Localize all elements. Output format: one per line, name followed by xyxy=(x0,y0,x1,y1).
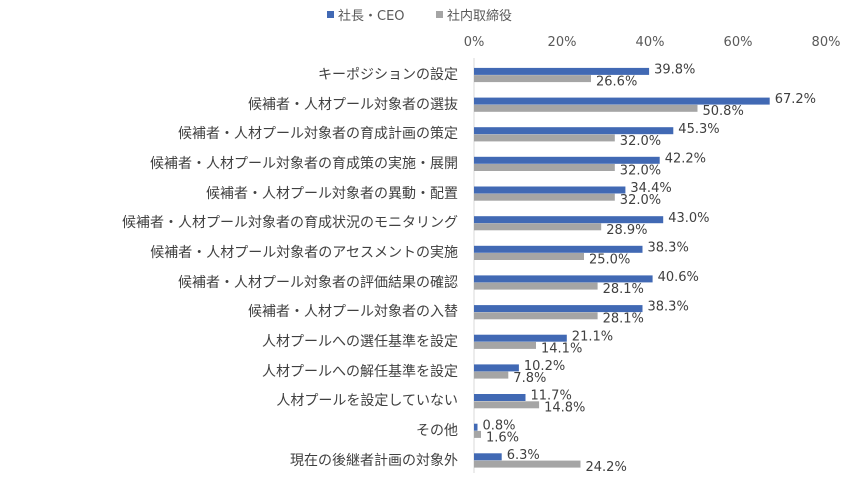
x-axis: 0% 20% 40% 60% 80% xyxy=(464,35,841,50)
data-label-director: 7.8% xyxy=(513,371,546,386)
data-label-ceo: 45.3% xyxy=(678,122,719,137)
bar-ceo xyxy=(474,156,660,164)
bar-director xyxy=(474,341,536,349)
bar-ceo xyxy=(474,305,643,313)
bar-ceo xyxy=(474,275,653,283)
bar-director xyxy=(474,104,698,112)
category-label: 候補者・人材プール対象者の育成状況のモニタリング xyxy=(122,215,458,231)
category-labels: キーポジションの設定 候補者・人材プール対象者の選抜 候補者・人材プール対象者の… xyxy=(122,67,458,469)
bar-ceo xyxy=(474,216,664,224)
data-label-director: 26.6% xyxy=(596,75,637,90)
bar-director xyxy=(474,134,615,142)
data-label-ceo: 42.2% xyxy=(665,151,706,166)
bar-director xyxy=(474,75,591,83)
category-label: 人材プールへの解任基準を設定 xyxy=(262,363,458,380)
data-label-ceo: 0.8% xyxy=(483,418,516,433)
data-label-director: 24.2% xyxy=(586,460,627,475)
x-tick-label: 20% xyxy=(548,35,577,50)
x-tick-label: 60% xyxy=(724,35,753,50)
data-label-ceo: 38.3% xyxy=(648,240,689,255)
data-label-ceo: 67.2% xyxy=(775,92,816,107)
legend-label-ceo: 社長・CEO xyxy=(338,8,405,24)
data-label-director: 32.0% xyxy=(620,134,661,149)
x-tick-label: 0% xyxy=(464,35,485,50)
legend-swatch-director xyxy=(436,11,443,18)
bar-director xyxy=(474,282,598,290)
bar-ceo xyxy=(474,453,502,461)
data-label-director: 25.0% xyxy=(589,252,630,267)
data-label-ceo: 40.6% xyxy=(658,270,699,285)
category-label: 現在の後継者計画の対象外 xyxy=(290,453,458,469)
bar-director xyxy=(474,430,481,438)
legend-label-director: 社内取締役 xyxy=(447,8,512,24)
data-label-ceo: 10.2% xyxy=(524,359,565,374)
data-label-ceo: 11.7% xyxy=(531,389,572,404)
data-label-director: 32.0% xyxy=(620,163,661,178)
x-tick-label: 80% xyxy=(812,35,841,50)
bar-ceo xyxy=(474,186,626,194)
bar-ceo xyxy=(474,423,478,431)
category-label: キーポジションの設定 xyxy=(318,67,458,83)
bar-director xyxy=(474,460,581,468)
data-label-ceo: 21.1% xyxy=(572,329,613,344)
bar-director xyxy=(474,401,540,409)
category-label: 候補者・人材プール対象者の育成計画の策定 xyxy=(178,125,458,142)
legend: 社長・CEO 社内取締役 xyxy=(327,8,512,24)
bar-ceo xyxy=(474,97,770,105)
category-label: 候補者・人材プール対象者の異動・配置 xyxy=(206,186,458,202)
data-label-director: 28.9% xyxy=(606,223,647,238)
data-label-director: 32.0% xyxy=(620,193,661,208)
bar-ceo xyxy=(474,67,650,75)
bar-ceo xyxy=(474,245,643,253)
bar-director xyxy=(474,371,509,379)
category-label: その他 xyxy=(416,423,458,439)
category-label: 人材プールを設定していない xyxy=(276,393,458,409)
bar-ceo xyxy=(474,364,519,372)
category-label: 候補者・人材プール対象者の入替 xyxy=(248,304,458,320)
data-label-director: 14.1% xyxy=(541,341,582,356)
category-label: 人材プールへの選任基準を設定 xyxy=(262,333,458,350)
bar-director xyxy=(474,164,615,171)
bar-director xyxy=(474,193,615,201)
category-label: 候補者・人材プール対象者の育成策の実施・展開 xyxy=(150,155,458,172)
data-label-ceo: 6.3% xyxy=(507,448,540,463)
legend-swatch-ceo xyxy=(327,11,334,18)
bar-director xyxy=(474,253,584,260)
data-label-ceo: 43.0% xyxy=(668,211,709,226)
category-label: 候補者・人材プール対象者のアセスメントの実施 xyxy=(150,245,458,261)
data-label-director: 28.1% xyxy=(603,282,644,297)
data-labels-layer: 39.8% 26.6% 67.2% 50.8% 45.3% 32.0% 42.2% 32.0%… xyxy=(483,63,817,475)
bar-ceo xyxy=(474,394,526,401)
bars-layer xyxy=(474,67,770,468)
data-label-director: 50.8% xyxy=(703,104,744,119)
data-label-ceo: 34.4% xyxy=(630,181,671,196)
bar-director xyxy=(474,223,602,231)
data-label-director: 28.1% xyxy=(603,312,644,327)
data-label-director: 1.6% xyxy=(486,430,519,445)
category-label: 候補者・人材プール対象者の評価結果の確認 xyxy=(178,275,458,291)
bar-director xyxy=(474,312,598,320)
data-label-ceo: 38.3% xyxy=(648,300,689,315)
category-label: 候補者・人材プール対象者の選抜 xyxy=(248,97,458,113)
bar-ceo xyxy=(474,334,567,342)
data-label-ceo: 39.8% xyxy=(654,63,695,78)
bar-ceo xyxy=(474,127,674,135)
data-label-director: 14.8% xyxy=(544,401,585,416)
x-tick-label: 40% xyxy=(636,35,665,50)
